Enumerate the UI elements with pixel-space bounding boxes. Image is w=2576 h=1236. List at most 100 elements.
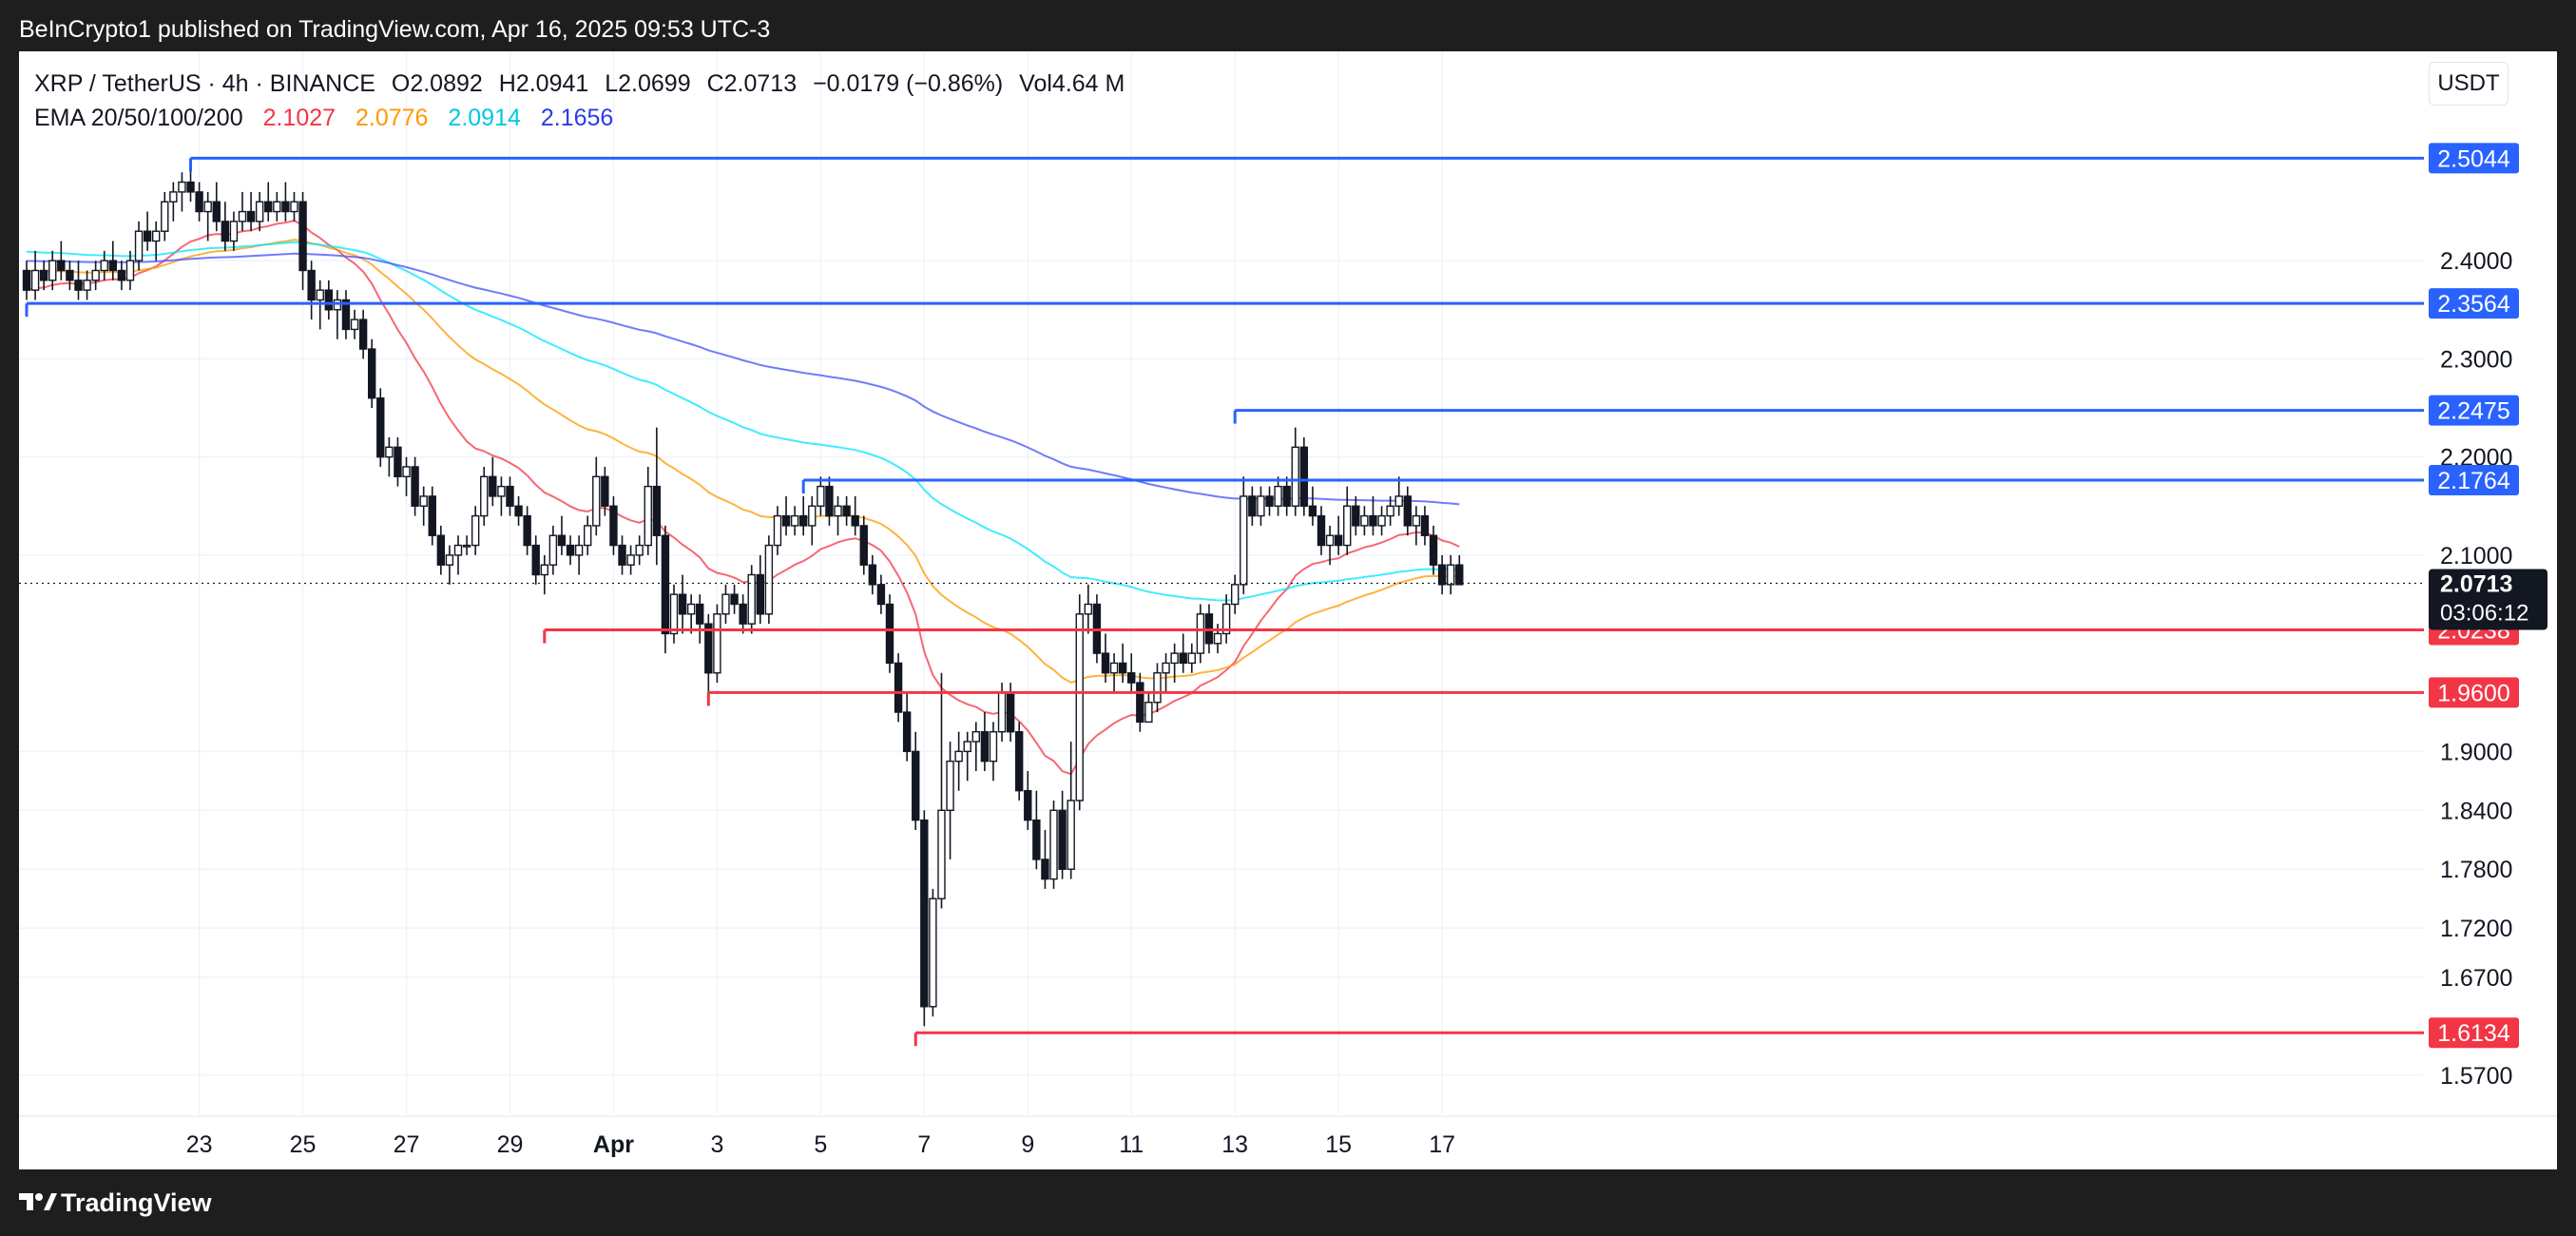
- candle-body[interactable]: [1179, 652, 1187, 665]
- candle-body[interactable]: [1049, 809, 1058, 880]
- candle-body[interactable]: [678, 593, 687, 615]
- candle-body[interactable]: [368, 348, 376, 399]
- candle-body[interactable]: [117, 269, 126, 281]
- candle-body[interactable]: [842, 505, 851, 517]
- candle-body[interactable]: [799, 514, 808, 527]
- candle-body[interactable]: [764, 544, 774, 615]
- candle-body[interactable]: [497, 485, 506, 497]
- candle-body[interactable]: [1230, 584, 1240, 606]
- candle-body[interactable]: [1334, 534, 1343, 547]
- candle-body[interactable]: [471, 514, 480, 547]
- candle-body[interactable]: [1213, 632, 1222, 645]
- candle-body[interactable]: [298, 201, 307, 272]
- ema-label[interactable]: EMA 20/50/100/200: [34, 105, 243, 131]
- candle-body[interactable]: [1412, 514, 1421, 527]
- candle-body[interactable]: [151, 230, 161, 242]
- chart-panel[interactable]: 2.4000 2.3000 2.2000 2.1000 1.9000 1.8400 1.78…: [19, 51, 2557, 1169]
- candle-body[interactable]: [1352, 505, 1360, 527]
- candle-body[interactable]: [402, 466, 411, 477]
- candle-body[interactable]: [1386, 505, 1394, 517]
- candle-body[interactable]: [696, 603, 704, 625]
- candle-body[interactable]: [411, 466, 419, 507]
- candle-body[interactable]: [1084, 603, 1093, 615]
- candle-body[interactable]: [30, 269, 40, 291]
- candle-body[interactable]: [1014, 731, 1024, 792]
- candle-body[interactable]: [66, 269, 74, 281]
- candle-body[interactable]: [946, 760, 954, 811]
- candle-body[interactable]: [868, 564, 877, 586]
- candle-body[interactable]: [540, 564, 548, 576]
- candle-body[interactable]: [376, 397, 385, 458]
- candle-body[interactable]: [669, 593, 679, 635]
- candle-body[interactable]: [1325, 534, 1335, 547]
- candle-body[interactable]: [1109, 662, 1119, 674]
- candle-body[interactable]: [601, 475, 609, 507]
- candle-body[interactable]: [557, 534, 567, 547]
- candle-body[interactable]: [1162, 662, 1170, 674]
- candle-body[interactable]: [1360, 514, 1369, 527]
- candle-body[interactable]: [436, 534, 446, 566]
- candle-body[interactable]: [929, 898, 937, 1008]
- candle-body[interactable]: [1240, 495, 1248, 586]
- candle-body[interactable]: [255, 201, 264, 222]
- candle-body[interactable]: [341, 299, 351, 331]
- symbol-name[interactable]: XRP / TetherUS · 4h · BINANCE: [34, 70, 375, 97]
- candle-body[interactable]: [609, 505, 618, 547]
- candle-body[interactable]: [1058, 809, 1067, 870]
- candle-body[interactable]: [1153, 672, 1162, 704]
- candle-body[interactable]: [445, 554, 454, 566]
- candle-body[interactable]: [358, 319, 368, 350]
- candle-body[interactable]: [195, 191, 203, 213]
- candle-body[interactable]: [773, 514, 782, 547]
- candle-body[interactable]: [626, 554, 635, 566]
- candle-body[interactable]: [1437, 564, 1447, 586]
- price-chart[interactable]: 2.40002.30002.20002.10001.90001.84001.78…: [19, 51, 2557, 1169]
- candle-body[interactable]: [963, 741, 971, 753]
- candle-body[interactable]: [523, 514, 531, 547]
- candle-body[interactable]: [221, 221, 230, 242]
- candle-body[interactable]: [548, 534, 558, 566]
- candle-body[interactable]: [1455, 564, 1464, 586]
- candle-body[interactable]: [920, 819, 929, 1008]
- candle-body[interactable]: [203, 201, 212, 213]
- candle-body[interactable]: [912, 750, 920, 821]
- candle-body[interactable]: [1221, 603, 1231, 635]
- candle-body[interactable]: [1282, 485, 1291, 507]
- candle-body[interactable]: [1299, 446, 1309, 507]
- candle-body[interactable]: [1369, 514, 1377, 527]
- candle-body[interactable]: [1403, 495, 1413, 527]
- candle-body[interactable]: [246, 210, 256, 222]
- candle-body[interactable]: [229, 221, 239, 242]
- candle-body[interactable]: [790, 514, 799, 527]
- candle-body[interactable]: [954, 750, 963, 763]
- candle-body[interactable]: [264, 201, 273, 213]
- candle-body[interactable]: [1101, 652, 1110, 674]
- candle-body[interactable]: [1429, 534, 1438, 566]
- candle-body[interactable]: [1377, 514, 1386, 527]
- candle-body[interactable]: [161, 201, 169, 232]
- candle-body[interactable]: [989, 731, 998, 763]
- candle-body[interactable]: [212, 201, 221, 222]
- candle-body[interactable]: [453, 544, 463, 556]
- candle-body[interactable]: [902, 711, 912, 753]
- candle-body[interactable]: [584, 525, 592, 547]
- candle-body[interactable]: [83, 280, 91, 291]
- candle-body[interactable]: [859, 525, 868, 566]
- candle-body[interactable]: [22, 269, 31, 291]
- candle-body[interactable]: [1446, 564, 1455, 586]
- candle-body[interactable]: [817, 485, 825, 507]
- candle-body[interactable]: [1343, 505, 1352, 547]
- candle-body[interactable]: [134, 230, 144, 261]
- candle-body[interactable]: [574, 544, 584, 556]
- candle-body[interactable]: [851, 514, 859, 527]
- candle-body[interactable]: [1420, 514, 1430, 536]
- candle-body[interactable]: [825, 485, 834, 517]
- candle-body[interactable]: [178, 181, 186, 193]
- candle-body[interactable]: [1118, 662, 1127, 674]
- candle-body[interactable]: [1006, 691, 1015, 733]
- candle-body[interactable]: [876, 584, 886, 606]
- candle-body[interactable]: [290, 201, 298, 213]
- candle-body[interactable]: [91, 269, 100, 281]
- candle-body[interactable]: [48, 260, 57, 281]
- candle-body[interactable]: [980, 731, 990, 763]
